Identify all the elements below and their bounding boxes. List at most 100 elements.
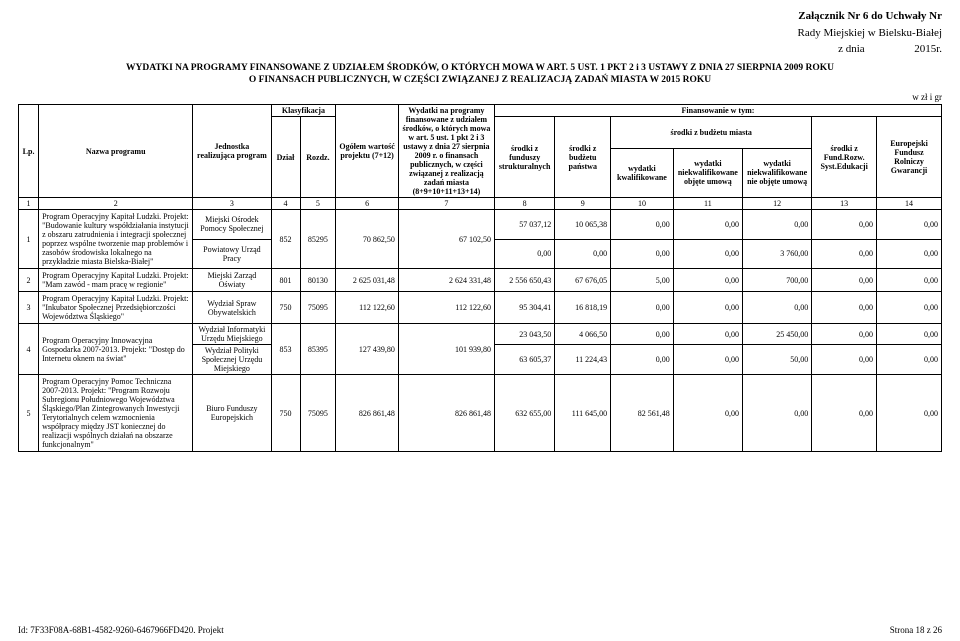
attachment-line: Załącznik Nr 6 do Uchwały Nr <box>18 8 942 25</box>
cell: Wydział Informatyki Urzędu Miejskiego <box>193 324 271 345</box>
th-wyd-kwal: wydatki kwalifikowane <box>611 148 674 198</box>
budget-table: Lp. Nazwa programu Jednostka realizująca… <box>18 104 942 452</box>
cell: 5 <box>19 375 39 452</box>
cell: 801 <box>271 269 300 292</box>
cell: 853 <box>271 324 300 375</box>
cell: 0,00 <box>673 292 742 324</box>
cell: 0,00 <box>877 292 942 324</box>
cell: 127 439,80 <box>336 324 399 375</box>
th-europejski: Europejski Fundusz Rolniczy Gwarancji <box>877 117 942 198</box>
cell: 67 102,50 <box>398 210 494 269</box>
cell: 112 122,60 <box>398 292 494 324</box>
cell: 11 224,43 <box>555 345 611 375</box>
th-srodki-miasta: środki z budżetu miasta <box>611 117 812 149</box>
column-number: 9 <box>555 198 611 210</box>
th-lp: Lp. <box>19 105 39 198</box>
title-block: WYDATKI NA PROGRAMY FINANSOWANE Z UDZIAŁ… <box>18 62 942 87</box>
th-wyd-niekwal-nie: wydatki niekwalifikowane nie objęte umow… <box>742 148 811 198</box>
th-nazwa: Nazwa programu <box>39 105 193 198</box>
column-number: 7 <box>398 198 494 210</box>
column-number: 2 <box>39 198 193 210</box>
cell: 2 <box>19 269 39 292</box>
column-number: 12 <box>742 198 811 210</box>
footer: Id: 7F33F08A-68B1-4582-9260-6467966FD420… <box>18 625 942 635</box>
cell: 23 043,50 <box>494 324 554 345</box>
table-row: 3Program Operacyjny Kapitał Ludzki. Proj… <box>19 292 942 324</box>
cell: Miejski Zarząd Oświaty <box>193 269 271 292</box>
th-finansowanie: Finansowanie w tym: <box>494 105 941 117</box>
cell: 852 <box>271 210 300 269</box>
cell: 63 605,37 <box>494 345 554 375</box>
cell: 0,00 <box>673 345 742 375</box>
date-year: 2015r. <box>914 43 942 55</box>
cell: 3 760,00 <box>742 239 811 269</box>
cell: 0,00 <box>611 324 674 345</box>
header-right: Załącznik Nr 6 do Uchwały Nr Rady Miejsk… <box>18 8 942 58</box>
cell: 0,00 <box>742 210 811 240</box>
column-number: 3 <box>193 198 271 210</box>
cell: 2 624 331,48 <box>398 269 494 292</box>
th-rozdz: Rozdz. <box>300 117 336 198</box>
cell: Biuro Funduszy Europejskich <box>193 375 271 452</box>
column-number: 4 <box>271 198 300 210</box>
cell: 67 676,05 <box>555 269 611 292</box>
cell: 0,00 <box>742 375 811 452</box>
cell: Wydział Spraw Obywatelskich <box>193 292 271 324</box>
cell: Powiatowy Urząd Pracy <box>193 239 271 269</box>
cell: Program Operacyjny Kapitał Ludzki. Proje… <box>39 292 193 324</box>
cell: 4 <box>19 324 39 375</box>
cell: 85395 <box>300 324 336 375</box>
cell: 16 818,19 <box>555 292 611 324</box>
cell: 4 066,50 <box>555 324 611 345</box>
cell: Program Operacyjny Innowacyjna Gospodark… <box>39 324 193 375</box>
th-wydatki-na: Wydatki na programy finansowane z udział… <box>398 105 494 198</box>
council-line: Rady Miejskiej w Bielsku-Białej <box>18 25 942 42</box>
cell: 70 862,50 <box>336 210 399 269</box>
cell: 57 037,12 <box>494 210 554 240</box>
cell: 0,00 <box>494 239 554 269</box>
cell: 80130 <box>300 269 336 292</box>
cell: 0,00 <box>812 210 877 240</box>
cell: 632 655,00 <box>494 375 554 452</box>
cell: 0,00 <box>673 210 742 240</box>
th-klasyfikacja: Klasyfikacja <box>271 105 336 117</box>
cell: 0,00 <box>877 375 942 452</box>
footer-right: Strona 18 z 26 <box>890 625 942 635</box>
cell: 826 861,48 <box>398 375 494 452</box>
cell: 0,00 <box>812 324 877 345</box>
table-body: 1Program Operacyjny Kapitał Ludzki. Proj… <box>19 210 942 452</box>
cell: 2 556 650,43 <box>494 269 554 292</box>
table-head: Lp. Nazwa programu Jednostka realizująca… <box>19 105 942 210</box>
cell: 95 304,41 <box>494 292 554 324</box>
cell: 0,00 <box>611 292 674 324</box>
cell: 750 <box>271 375 300 452</box>
cell: 0,00 <box>673 239 742 269</box>
cell: 0,00 <box>611 239 674 269</box>
cell: 75095 <box>300 375 336 452</box>
cell: 82 561,48 <box>611 375 674 452</box>
th-jednostka: Jednostka realizująca program <box>193 105 271 198</box>
cell: 85295 <box>300 210 336 269</box>
cell: Program Operacyjny Kapitał Ludzki. Proje… <box>39 269 193 292</box>
cell: Miejski Ośrodek Pomocy Społecznej <box>193 210 271 240</box>
cell: 700,00 <box>742 269 811 292</box>
column-number: 10 <box>611 198 674 210</box>
cell: 0,00 <box>673 324 742 345</box>
cell: 25 450,00 <box>742 324 811 345</box>
cell: 0,00 <box>555 239 611 269</box>
cell: 112 122,60 <box>336 292 399 324</box>
th-dzial: Dział <box>271 117 300 198</box>
cell: 0,00 <box>673 375 742 452</box>
cell: 101 939,80 <box>398 324 494 375</box>
th-srodki-fund: środki z funduszy strukturalnych <box>494 117 554 198</box>
cell: 0,00 <box>877 210 942 240</box>
column-number: 11 <box>673 198 742 210</box>
cell: 0,00 <box>611 210 674 240</box>
title-line-1: WYDATKI NA PROGRAMY FINANSOWANE Z UDZIAŁ… <box>18 62 942 74</box>
cell: 0,00 <box>812 375 877 452</box>
cell: 75095 <box>300 292 336 324</box>
cell: 0,00 <box>877 345 942 375</box>
cell: Wydział Polityki Społecznej Urzędu Miejs… <box>193 345 271 375</box>
column-number: 1 <box>19 198 39 210</box>
currency-label: w zł i gr <box>18 92 942 102</box>
